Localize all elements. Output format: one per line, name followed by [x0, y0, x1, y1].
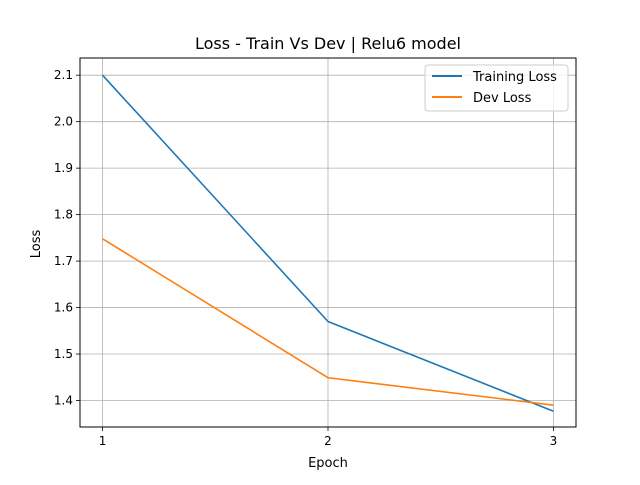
legend-label-dev-loss: Dev Loss [473, 91, 532, 106]
y-tick-label: 1.8 [54, 208, 73, 222]
y-axis-label: Loss [29, 230, 44, 259]
y-tick-label: 1.9 [54, 161, 73, 175]
y-tick-label: 2.1 [54, 68, 73, 82]
y-tick-label: 1.7 [54, 254, 73, 268]
chart-title: Loss - Train Vs Dev | Relu6 model [195, 34, 461, 53]
legend-label-training-loss: Training Loss [472, 70, 557, 85]
x-tick-label: 2 [324, 434, 332, 448]
x-axis-label: Epoch [308, 456, 348, 471]
y-tick-label: 1.5 [54, 347, 73, 361]
legend: Training Loss Dev Loss [425, 65, 568, 111]
x-tick-label: 1 [99, 434, 107, 448]
y-tick-label: 1.4 [54, 394, 73, 408]
y-tick-label: 1.6 [54, 301, 73, 315]
y-tick-label: 2.0 [54, 115, 73, 129]
x-tick-label: 3 [550, 434, 558, 448]
